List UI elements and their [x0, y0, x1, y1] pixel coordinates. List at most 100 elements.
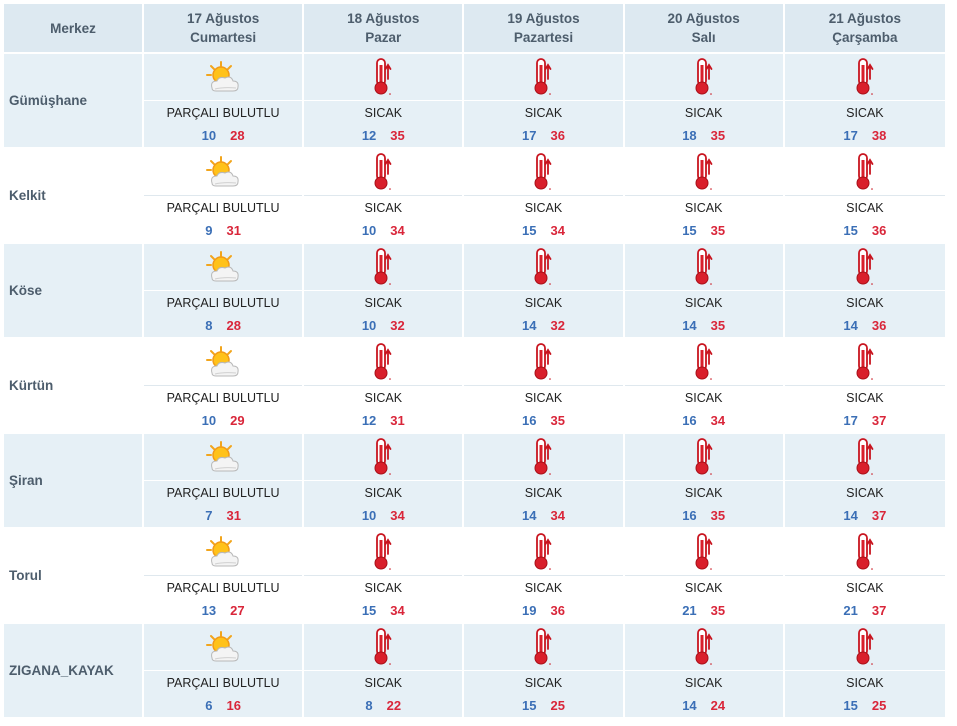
temperature-range: 16 35 [464, 410, 622, 432]
city-name: ZIGANA_KAYAK [4, 624, 144, 719]
partly-cloudy-icon [144, 244, 302, 290]
forecast-cell: SICAK 15 36 [784, 149, 945, 244]
condition-label: SICAK [464, 575, 623, 600]
day-header: 19 Ağustos Pazartesi [464, 4, 625, 54]
merkez-header: Merkez [4, 4, 144, 54]
forecast-cell: SICAK 15 25 [784, 624, 945, 719]
forecast-cell: PARÇALI BULUTLU 10 29 [144, 339, 305, 434]
max-temperature: 35 [710, 318, 726, 333]
hot-thermometer-icon [625, 339, 783, 385]
temperature-range: 15 36 [785, 220, 945, 242]
forecast-cell: SICAK 15 34 [464, 149, 625, 244]
temperature-range: 15 34 [304, 600, 462, 622]
forecast-body: Gümüşhane PARÇALI BULUTLU 10 28 SICAK 12 35 SIC… [4, 54, 945, 719]
condition-label: PARÇALI BULUTLU [144, 575, 303, 600]
partly-cloudy-icon [144, 434, 302, 480]
max-temperature: 36 [550, 603, 565, 618]
condition-label: SICAK [784, 480, 945, 505]
forecast-cell: SICAK 14 36 [784, 244, 945, 339]
temperature-range: 18 35 [625, 125, 783, 147]
max-temperature: 37 [871, 413, 887, 428]
temperature-range: 21 37 [785, 600, 945, 622]
city-name: Gümüşhane [4, 54, 144, 149]
min-temperature: 10 [361, 223, 377, 238]
min-temperature: 21 [843, 603, 858, 618]
table-row: Şiran PARÇALI BULUTLU 7 31 SICAK 10 34 SICAK 14 3… [4, 434, 945, 529]
forecast-cell: SICAK 16 35 [464, 339, 625, 434]
forecast-cell: SICAK 14 24 [624, 624, 785, 719]
min-temperature: 15 [522, 698, 537, 713]
partly-cloudy-icon [144, 149, 302, 195]
temperature-range: 8 28 [144, 315, 302, 337]
min-temperature: 10 [361, 508, 377, 523]
partly-cloudy-icon [144, 624, 302, 670]
condition-label: SICAK [304, 575, 463, 600]
hot-thermometer-icon [785, 339, 945, 385]
forecast-cell: SICAK 21 37 [784, 529, 945, 624]
max-temperature: 27 [230, 603, 245, 618]
forecast-cell: SICAK 14 35 [624, 244, 785, 339]
temperature-range: 15 35 [625, 220, 783, 242]
min-temperature: 14 [843, 318, 858, 333]
forecast-cell: PARÇALI BULUTLU 8 28 [144, 244, 305, 339]
condition-label: SICAK [624, 195, 783, 220]
max-temperature: 36 [871, 223, 887, 238]
temperature-range: 14 36 [785, 315, 945, 337]
max-temperature: 37 [871, 603, 887, 618]
city-name: Kürtün [4, 339, 144, 434]
min-temperature: 14 [843, 508, 858, 523]
temperature-range: 14 35 [625, 315, 783, 337]
min-temperature: 6 [205, 698, 213, 713]
forecast-cell: PARÇALI BULUTLU 9 31 [144, 149, 305, 244]
hot-thermometer-icon [464, 54, 622, 100]
max-temperature: 38 [871, 128, 887, 143]
temperature-range: 8 22 [304, 695, 462, 717]
day-weekday: Pazartesi [513, 30, 574, 45]
forecast-cell: SICAK 17 37 [784, 339, 945, 434]
condition-label: SICAK [784, 670, 945, 695]
temperature-range: 14 34 [464, 505, 622, 527]
min-temperature: 8 [205, 318, 213, 333]
hot-thermometer-icon [464, 244, 622, 290]
forecast-table: Merkez 17 Ağustos Cumartesi 18 Ağustos Paz… [4, 4, 945, 719]
min-temperature: 21 [682, 603, 697, 618]
temperature-range: 14 37 [785, 505, 945, 527]
max-temperature: 22 [386, 698, 402, 713]
hot-thermometer-icon [785, 434, 945, 480]
max-temperature: 32 [390, 318, 405, 333]
hot-thermometer-icon [304, 54, 462, 100]
city-name: Köse [4, 244, 144, 339]
max-temperature: 35 [390, 128, 405, 143]
min-temperature: 14 [522, 318, 537, 333]
condition-label: SICAK [464, 670, 623, 695]
hot-thermometer-icon [785, 149, 945, 195]
temperature-range: 14 32 [464, 315, 622, 337]
condition-label: SICAK [624, 575, 783, 600]
forecast-cell: PARÇALI BULUTLU 10 28 [144, 54, 305, 149]
temperature-range: 10 32 [304, 315, 462, 337]
partly-cloudy-icon [144, 529, 302, 575]
day-weekday: Cumartesi [190, 30, 257, 45]
forecast-cell: SICAK 8 22 [304, 624, 465, 719]
min-temperature: 18 [682, 128, 697, 143]
hot-thermometer-icon [304, 434, 462, 480]
forecast-cell: SICAK 10 34 [304, 149, 465, 244]
forecast-cell: SICAK 19 36 [464, 529, 625, 624]
temperature-range: 15 25 [785, 695, 945, 717]
forecast-cell: SICAK 15 25 [464, 624, 625, 719]
hot-thermometer-icon [785, 624, 945, 670]
temperature-range: 19 36 [464, 600, 622, 622]
condition-label: SICAK [304, 385, 463, 410]
condition-label: PARÇALI BULUTLU [144, 385, 303, 410]
min-temperature: 10 [361, 318, 377, 333]
min-temperature: 17 [843, 413, 858, 428]
partly-cloudy-icon [144, 54, 302, 100]
condition-label: SICAK [304, 670, 463, 695]
min-temperature: 19 [522, 603, 537, 618]
min-temperature: 15 [361, 603, 377, 618]
forecast-cell: PARÇALI BULUTLU 6 16 [144, 624, 305, 719]
condition-label: SICAK [624, 670, 783, 695]
hot-thermometer-icon [625, 529, 783, 575]
min-temperature: 17 [843, 128, 858, 143]
condition-label: PARÇALI BULUTLU [144, 195, 303, 220]
